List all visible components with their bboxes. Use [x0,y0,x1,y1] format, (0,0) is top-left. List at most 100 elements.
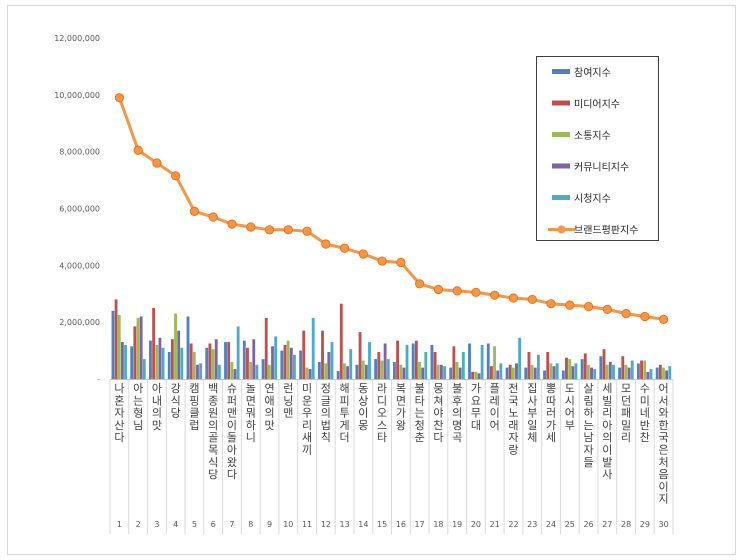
category-number: 25 [565,520,575,529]
bar-미디어지수-23 [527,352,531,379]
bar-참여지수-8 [242,340,246,379]
bar-참여지수-11 [299,350,303,379]
y-tick-label: 6,000,000 [59,205,100,214]
category-number: 5 [192,520,197,529]
bar-커뮤니티지수-6 [214,339,218,379]
bar-시청지수-29 [649,369,653,379]
category-number: 22 [508,520,518,529]
bar-시청지수-30 [668,366,672,379]
bar-시청지수-16 [405,344,409,379]
bar-커뮤니티지수-13 [346,366,350,379]
bar-소통지수-9 [267,364,271,379]
bar-참여지수-14 [355,364,359,379]
bar-소통지수-4 [174,313,177,379]
bar-참여지수-6 [205,347,209,379]
line-point-28 [621,309,631,319]
bar-커뮤니티지수-27 [608,361,612,379]
bar-시청지수-9 [274,336,278,380]
bar-참여지수-12 [317,361,321,379]
line-point-2 [133,145,143,155]
bar-참여지수-17 [411,343,415,379]
category-number: 9 [267,520,272,529]
bar-참여지수-18 [430,344,434,379]
bar-커뮤니티지수-24 [552,366,556,379]
category-number: 1 [117,520,122,529]
line-point-7 [227,219,237,229]
y-tick-label: 2,000,000 [59,318,100,327]
bar-커뮤니티지수-7 [233,369,237,379]
bar-커뮤니티지수-18 [439,364,443,379]
bar-시청지수-12 [330,342,334,379]
x-axis: 나 혼 자 산 다 1 아 는 형 님 2 아 내 의 맛 3 강 식 당 4 캠 핑 클 럽 5 백 종 원 의 골 목 식 당 6 슈 퍼 맨 이 돌 아… [109,379,674,534]
bar-커뮤니티지수-16 [402,367,406,379]
line-point-8 [246,222,256,232]
bar-시청지수-10 [293,354,296,379]
line-point-26 [583,301,594,312]
bar-미디어지수-17 [414,340,418,379]
line-point-25 [565,300,575,310]
bar-시청지수-24 [555,363,559,379]
bar-소통지수-10 [286,340,290,379]
line-point-4 [171,171,181,181]
y-tick-label: - [97,375,100,384]
bar-미디어지수-12 [321,330,324,379]
legend-swatch [552,195,570,200]
bar-소통지수-17 [418,361,421,379]
bar-미디어지수-16 [396,340,399,379]
bar-참여지수-19 [449,367,453,379]
bar-소통지수-13 [343,363,346,379]
bar-소통지수-15 [380,360,384,379]
bar-미디어지수-4 [170,339,174,379]
bar-시청지수-8 [255,364,259,379]
bar-소통지수-1 [117,315,121,379]
bar-커뮤니티지수-25 [571,366,575,379]
bar-커뮤니티지수-20 [477,373,481,379]
bar-커뮤니티지수-15 [383,343,387,379]
category-number: 10 [283,520,293,529]
bar-미디어지수-2 [133,326,137,379]
bar-소통지수-6 [211,349,215,379]
bar-커뮤니티지수-22 [515,363,518,379]
bar-소통지수-23 [530,364,534,379]
legend-entry-label: 커뮤니티지수 [574,162,629,174]
bar-참여지수-23 [524,367,528,379]
bar-커뮤니티지수-10 [289,347,293,379]
bar-미디어지수-11 [302,330,306,379]
category-number: 4 [173,520,178,529]
bar-미디어지수-30 [658,364,662,379]
bar-커뮤니티지수-29 [646,371,650,379]
bar-미디어지수-22 [508,364,512,379]
bar-시청지수-4 [180,347,184,379]
bar-미디어지수-5 [189,343,193,379]
bar-시청지수-2 [142,359,146,379]
category-number: 14 [358,520,368,529]
bar-참여지수-3 [149,340,152,379]
bar-참여지수-30 [655,367,659,379]
bar-미디어지수-25 [565,357,568,379]
bar-미디어지수-21 [489,366,493,379]
bar-커뮤니티지수-11 [308,369,312,379]
bar-참여지수-2 [130,346,134,379]
legend-swatch [552,100,570,106]
bar-시청지수-15 [386,359,390,379]
bar-미디어지수-20 [471,371,475,379]
category-number: 29 [640,520,650,529]
line-point-20 [471,287,481,297]
bar-시청지수-3 [161,347,165,379]
y-tick-label: 4,000,000 [59,261,100,270]
bar-커뮤니티지수-17 [421,367,425,379]
category-number: 13 [339,520,349,529]
line-point-27 [602,304,612,314]
